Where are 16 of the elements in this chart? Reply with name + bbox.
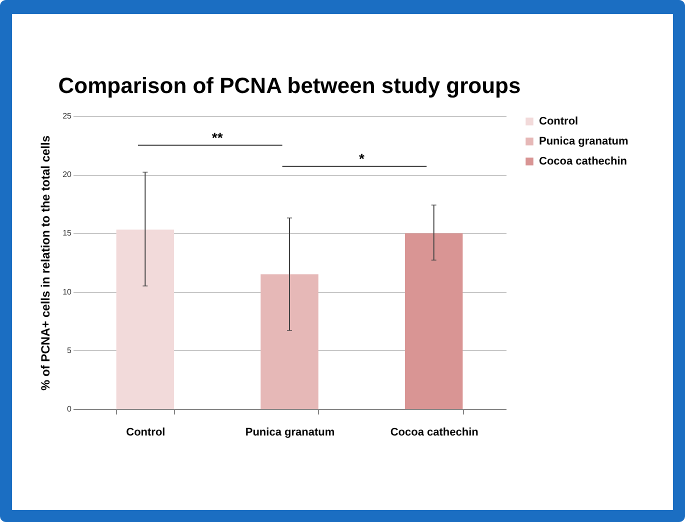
legend-label: Cocoa cathechin	[539, 156, 628, 168]
annotation: **	[212, 129, 224, 146]
x-tick-label: Cocoa cathechin	[390, 426, 479, 438]
annotation: *	[358, 150, 365, 166]
legend-label: Punica granatum	[539, 136, 628, 148]
y-tick-label: 0	[67, 404, 72, 414]
x-tick-label: Punica granatum	[245, 426, 335, 438]
y-tick-label: 20	[62, 170, 72, 180]
y-tick-label: 5	[67, 346, 72, 355]
y-tick-label: 15	[62, 228, 72, 238]
legend-label: Control	[539, 116, 578, 128]
y-tick-label: 25	[62, 112, 72, 120]
y-axis-title: % of PCNA+ cells in relation to the total cells	[38, 135, 53, 391]
y-tick-label: 10	[62, 287, 72, 296]
x-tick-label: Control	[126, 426, 166, 438]
chart-title: Comparison of PCNA between study groups	[58, 73, 521, 98]
